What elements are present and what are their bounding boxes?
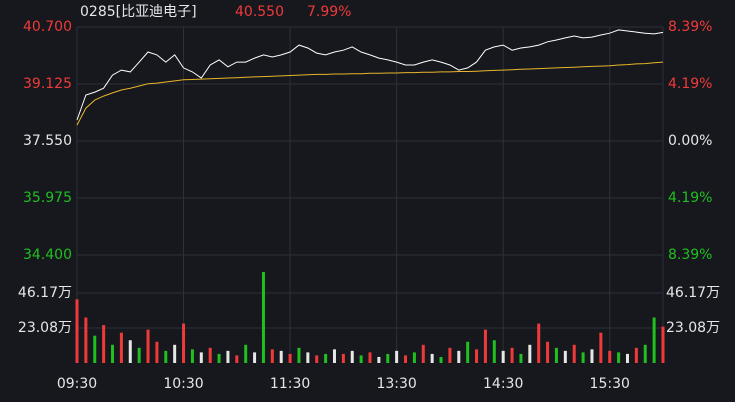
volume-bar (590, 349, 594, 363)
volume-bar (306, 352, 310, 363)
volume-bar (128, 340, 132, 363)
volume-bar (261, 272, 265, 363)
last-price: 40.550 (235, 4, 284, 20)
volume-bar (483, 329, 487, 363)
x-tick-label: 14:30 (483, 376, 523, 392)
y2-tick-label: 8.39% (668, 19, 712, 35)
volume-bar (137, 347, 141, 363)
volume-bar (421, 344, 425, 363)
volume-bar (315, 355, 319, 363)
volume-bar (279, 350, 283, 363)
volume-bar (173, 344, 177, 363)
x-tick-label: 11:30 (270, 376, 310, 392)
x-tick-label: 10:30 (163, 376, 203, 392)
volume-bar (75, 299, 79, 363)
volume-bar (510, 347, 514, 363)
volume-bar (608, 350, 612, 363)
volume-bar (412, 352, 416, 363)
volume-bar (350, 350, 354, 363)
volume-bar (84, 317, 88, 363)
x-tick-label: 13:30 (376, 376, 416, 392)
volume-bar (155, 341, 159, 363)
volume-bar (208, 347, 212, 363)
volume-bar (501, 350, 505, 363)
y2-tick-label: 4.19% (668, 76, 712, 92)
volume-bar (182, 323, 186, 363)
volume-bar (537, 323, 541, 363)
volume-bar (599, 332, 603, 363)
volume-bar (404, 355, 408, 363)
y2-tick-label: 4.19% (668, 190, 712, 206)
volume-bar (528, 344, 532, 363)
x-tick-label: 09:30 (57, 376, 97, 392)
volume-bar (448, 347, 452, 363)
volume-bar (457, 350, 461, 363)
volume-bar (341, 353, 345, 363)
volume-bar (572, 344, 576, 363)
volume-bar (581, 352, 585, 363)
y2-tick-label: 0.00% (668, 133, 712, 149)
volume-bar (324, 353, 328, 363)
volume-bar (475, 349, 479, 363)
volume-bar (332, 349, 336, 363)
volume-bar (634, 347, 638, 363)
volume-bar (164, 350, 168, 363)
volume-bar (617, 352, 621, 363)
y2-tick-label: 8.39% (668, 247, 712, 263)
y-tick-label: 40.700 (23, 19, 72, 35)
volume-bar (270, 349, 274, 363)
volume-bar (643, 344, 647, 363)
volume-bar (359, 355, 363, 363)
chart-title: 0285[比亚迪电子] (80, 4, 197, 20)
volume-bar (466, 341, 470, 363)
volume-bar (554, 347, 558, 363)
volume-bar (519, 353, 523, 363)
change-percent: 7.99% (307, 4, 351, 20)
y-tick-label: 35.975 (23, 190, 72, 206)
volume-bar (439, 356, 443, 363)
y-tick-label: 34.400 (23, 247, 72, 263)
volume-bar (368, 352, 372, 363)
y-tick-label: 37.550 (23, 133, 72, 149)
volume-bar (395, 350, 399, 363)
volume-bar (652, 317, 656, 363)
volume-bar (93, 335, 97, 363)
volume-bar (377, 356, 381, 363)
volume-bar (661, 326, 665, 363)
volume-bar (217, 353, 221, 363)
average-line (76, 61, 664, 126)
volume-tick-label: 46.17万 (18, 285, 72, 301)
volume-bar (199, 352, 203, 363)
volume-bar (244, 344, 248, 363)
y-tick-label: 39.125 (23, 76, 72, 92)
volume-bar (235, 355, 239, 363)
volume-bar (226, 350, 230, 363)
volume-tick-label: 23.08万 (18, 320, 72, 336)
volume-bar (625, 353, 629, 363)
volume-bar (430, 353, 434, 363)
price-line (76, 29, 664, 121)
volume-bar (102, 325, 106, 363)
x-tick-label: 15:30 (590, 376, 630, 392)
volume-bar (386, 353, 390, 363)
volume-tick-label-right: 46.17万 (666, 285, 720, 301)
volume-bar (146, 329, 150, 363)
volume-bar (492, 340, 496, 363)
volume-bar (253, 352, 257, 363)
volume-bar (119, 332, 123, 363)
volume-tick-label-right: 23.08万 (666, 320, 720, 336)
volume-bar (546, 341, 550, 363)
volume-bar (190, 349, 194, 363)
volume-bar (297, 347, 301, 363)
volume-bar (563, 350, 567, 363)
volume-bar (288, 353, 292, 363)
volume-bar (111, 344, 115, 363)
